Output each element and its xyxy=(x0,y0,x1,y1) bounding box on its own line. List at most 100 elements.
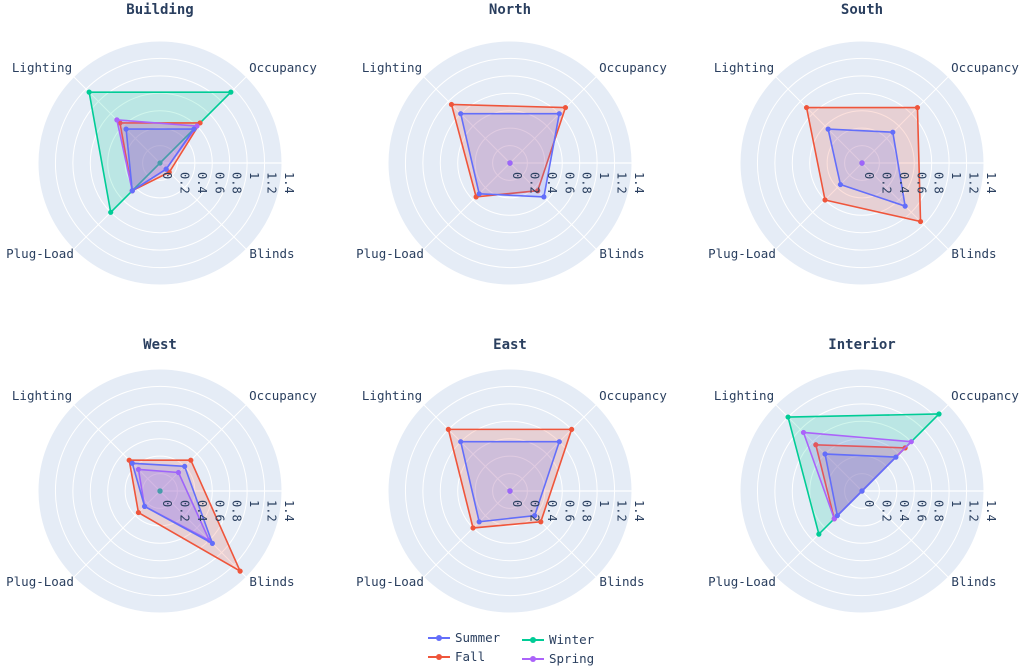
series-spring xyxy=(507,160,513,166)
radar-panel-north: 0 0.2 0.4 0.6 0.8 1 1.2 1.4 Occupancy Lighting Plu… xyxy=(356,2,667,286)
data-point-spring-lighting xyxy=(800,429,807,436)
radial-tick-label: 0.6 xyxy=(562,500,576,522)
spoke-line xyxy=(423,162,511,250)
spoke-line xyxy=(775,404,863,492)
radial-tick-label: 0.2 xyxy=(527,500,541,522)
panel-title: East xyxy=(493,337,527,353)
data-point-summer-occupancy xyxy=(893,454,899,460)
legend-swatch-fall xyxy=(428,652,450,662)
radial-tick-label: 0 xyxy=(862,500,876,507)
radial-tick-label: 0 xyxy=(862,172,876,179)
radial-tick-label: 0.6 xyxy=(562,172,576,194)
radial-tick-label: 0 xyxy=(160,500,174,507)
spoke-line xyxy=(861,76,949,164)
legend-item-summer[interactable]: Summer xyxy=(428,630,500,645)
radial-tick-label: 1.4 xyxy=(632,172,646,194)
axis-label-blinds: Blinds xyxy=(951,574,996,589)
data-point-summer-plug-load xyxy=(834,513,840,519)
data-point-fall-lighting xyxy=(803,104,810,111)
radial-tick-label: 0.8 xyxy=(932,172,946,194)
radial-tick-label: 0.6 xyxy=(212,172,226,194)
radial-tick-label: 1.4 xyxy=(282,172,296,194)
axis-label-blinds: Blinds xyxy=(599,246,644,261)
spoke-line xyxy=(423,404,511,492)
axis-label-plug-load: Plug-Load xyxy=(356,246,424,261)
spoke-line xyxy=(775,162,863,250)
legend-label: Fall xyxy=(455,649,486,664)
data-point-winter-occupancy xyxy=(936,411,942,417)
radial-tick-label: 0 xyxy=(510,500,524,507)
data-point-fall-lighting xyxy=(813,442,819,448)
axis-label-lighting: Lighting xyxy=(12,60,72,75)
legend-swatch-spring xyxy=(522,654,544,664)
data-point-winter-lighting xyxy=(785,414,791,420)
series-spring xyxy=(507,488,513,494)
data-point-summer-blinds xyxy=(532,513,538,519)
data-point-winter-blinds xyxy=(157,488,163,494)
panel-title: South xyxy=(841,2,883,18)
data-point-summer-plug-load xyxy=(129,188,135,194)
data-point-spring-lighting xyxy=(114,117,120,123)
data-point-summer-plug-load xyxy=(476,191,482,197)
data-point-winter-plug-load xyxy=(816,531,822,537)
axis-label-blinds: Blinds xyxy=(951,246,996,261)
radial-tick-label: 1.4 xyxy=(632,500,646,522)
spoke-line xyxy=(423,490,511,578)
data-point-summer-occupancy xyxy=(556,111,562,117)
radial-tick-label: 1.2 xyxy=(265,500,279,522)
spoke-line xyxy=(861,490,949,578)
data-point-summer-occupancy xyxy=(556,439,562,445)
radar-panel-west: 0 0.2 0.4 0.6 0.8 1 1.2 1.4 Occupancy Lighting Plu… xyxy=(6,337,317,614)
radar-panel-building: 0 0.2 0.4 0.6 0.8 1 1.2 1.4 Occupancy Lighting Plu… xyxy=(6,2,317,286)
axis-label-lighting: Lighting xyxy=(362,60,422,75)
axis-label-occupancy: Occupancy xyxy=(599,60,667,75)
data-point-fall-lighting xyxy=(448,101,455,108)
data-point-summer-blinds xyxy=(859,488,865,494)
radial-tick-label: 1 xyxy=(949,500,963,507)
radial-tick-label: 1.2 xyxy=(967,172,981,194)
radial-tick-label: 1.2 xyxy=(615,500,629,522)
data-point-summer-lighting xyxy=(129,460,135,466)
legend-label: Winter xyxy=(549,632,595,647)
panel-title: Building xyxy=(126,2,193,18)
series-fall xyxy=(448,101,569,200)
radial-tick-label: 0.4 xyxy=(545,500,559,522)
series-summer xyxy=(822,451,899,519)
spoke-line xyxy=(509,490,597,578)
radial-tick-label: 0.6 xyxy=(914,172,928,194)
axis-label-lighting: Lighting xyxy=(714,60,774,75)
panel-title: Interior xyxy=(828,337,895,353)
radial-tick-label: 0.4 xyxy=(897,500,911,522)
data-point-spring-occupancy xyxy=(175,469,182,476)
data-point-summer-blinds xyxy=(902,203,908,209)
data-point-summer-occupancy xyxy=(890,129,896,135)
data-point-fall-blinds xyxy=(237,568,243,574)
data-point-summer-lighting xyxy=(458,439,464,445)
radial-tick-label: 1 xyxy=(247,500,261,507)
data-point-winter-plug-load xyxy=(108,209,114,215)
data-point-summer-blinds xyxy=(209,540,215,546)
spoke-line xyxy=(509,404,597,492)
data-point-summer-plug-load xyxy=(837,181,844,188)
legend-item-spring[interactable]: Spring xyxy=(522,651,594,666)
data-point-fall-plug-load xyxy=(822,197,828,203)
spoke-line xyxy=(159,162,247,250)
data-point-summer-occupancy xyxy=(182,463,188,469)
data-point-fall-occupancy xyxy=(914,104,921,111)
data-point-spring-blinds xyxy=(507,160,513,166)
series-summer xyxy=(123,126,197,194)
data-point-fall-blinds xyxy=(538,519,544,525)
legend-item-winter[interactable]: Winter xyxy=(522,632,594,647)
axis-label-occupancy: Occupancy xyxy=(249,388,317,403)
data-point-fall-occupancy xyxy=(569,426,575,432)
axis-label-occupancy: Occupancy xyxy=(951,388,1019,403)
radial-tick-label: 0 xyxy=(160,172,174,179)
data-point-fall-plug-load xyxy=(135,509,142,516)
axis-label-plug-load: Plug-Load xyxy=(6,246,74,261)
legend-item-fall[interactable]: Fall xyxy=(428,649,485,664)
axis-label-blinds: Blinds xyxy=(249,574,294,589)
radial-tick-label: 0.8 xyxy=(580,172,594,194)
axis-label-lighting: Lighting xyxy=(362,388,422,403)
radial-tick-label: 1 xyxy=(247,172,261,179)
